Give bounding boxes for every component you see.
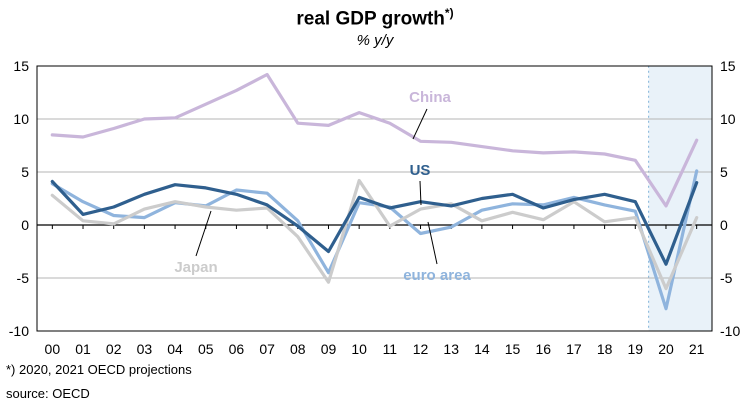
chart-title-footnote-mark: *) xyxy=(444,6,454,20)
leader-line-us xyxy=(419,180,422,206)
chart-title: real GDP growth*) xyxy=(0,6,750,30)
x-tick-label: 13 xyxy=(443,341,459,357)
x-tick-label: 21 xyxy=(689,341,705,357)
series-label-china: China xyxy=(409,89,451,106)
x-tick-label: 19 xyxy=(628,341,644,357)
y-tick-label-left: -5 xyxy=(17,270,30,286)
x-tick-label: 08 xyxy=(290,341,306,357)
y-tick-label-right: 10 xyxy=(720,111,736,127)
x-tick-label: 11 xyxy=(383,341,398,357)
plot-frame xyxy=(36,65,713,332)
x-tick-label: 10 xyxy=(351,341,367,357)
y-tick-label-left: -10 xyxy=(9,323,29,339)
x-tick-label: 04 xyxy=(167,341,183,357)
x-tick-label: 00 xyxy=(45,341,61,357)
y-tick-label-right: 0 xyxy=(720,217,728,233)
x-tick-label: 17 xyxy=(566,341,582,357)
y-tick-label-left: 5 xyxy=(21,164,29,180)
x-tick-label: 14 xyxy=(474,341,490,357)
x-tick-label: 20 xyxy=(658,341,674,357)
x-tick-label: 01 xyxy=(75,341,91,357)
leader-line-japan xyxy=(195,210,212,257)
x-tick-label: 03 xyxy=(137,341,153,357)
y-tick-label-right: 5 xyxy=(720,164,728,180)
series-line-japan xyxy=(50,178,699,291)
projection-shading xyxy=(648,65,713,332)
x-tick-label: 05 xyxy=(198,341,214,357)
chart-title-text: real GDP growth xyxy=(296,8,445,30)
x-tick-label: 15 xyxy=(505,341,521,357)
series-line-china xyxy=(50,72,699,208)
series-line-us xyxy=(50,179,699,266)
y-tick-label-left: 10 xyxy=(13,111,29,127)
footnote: *) 2020, 2021 OECD projections xyxy=(6,362,192,377)
x-tick-label: 07 xyxy=(259,341,275,357)
y-tick-label-right: 15 xyxy=(720,58,736,74)
series-label-us: US xyxy=(410,162,431,179)
y-tick-label-right: -5 xyxy=(720,270,733,286)
x-tick-label: 02 xyxy=(106,341,122,357)
y-tick-label-left: 0 xyxy=(21,217,29,233)
leader-line-euro-area xyxy=(427,221,438,265)
leader-line-china xyxy=(412,108,428,140)
source-note: source: OECD xyxy=(6,386,90,401)
series-label-japan: Japan xyxy=(174,259,217,276)
x-tick-label: 09 xyxy=(321,341,337,357)
x-tick-label: 16 xyxy=(535,341,551,357)
x-tick-label: 18 xyxy=(597,341,613,357)
chart-subtitle: % y/y xyxy=(356,32,394,49)
x-tick-label: 12 xyxy=(413,341,429,357)
x-tick-label: 06 xyxy=(229,341,245,357)
series-label-euro-area: euro area xyxy=(403,267,471,284)
y-tick-label-left: 15 xyxy=(13,58,29,74)
y-tick-label-right: -10 xyxy=(720,323,740,339)
